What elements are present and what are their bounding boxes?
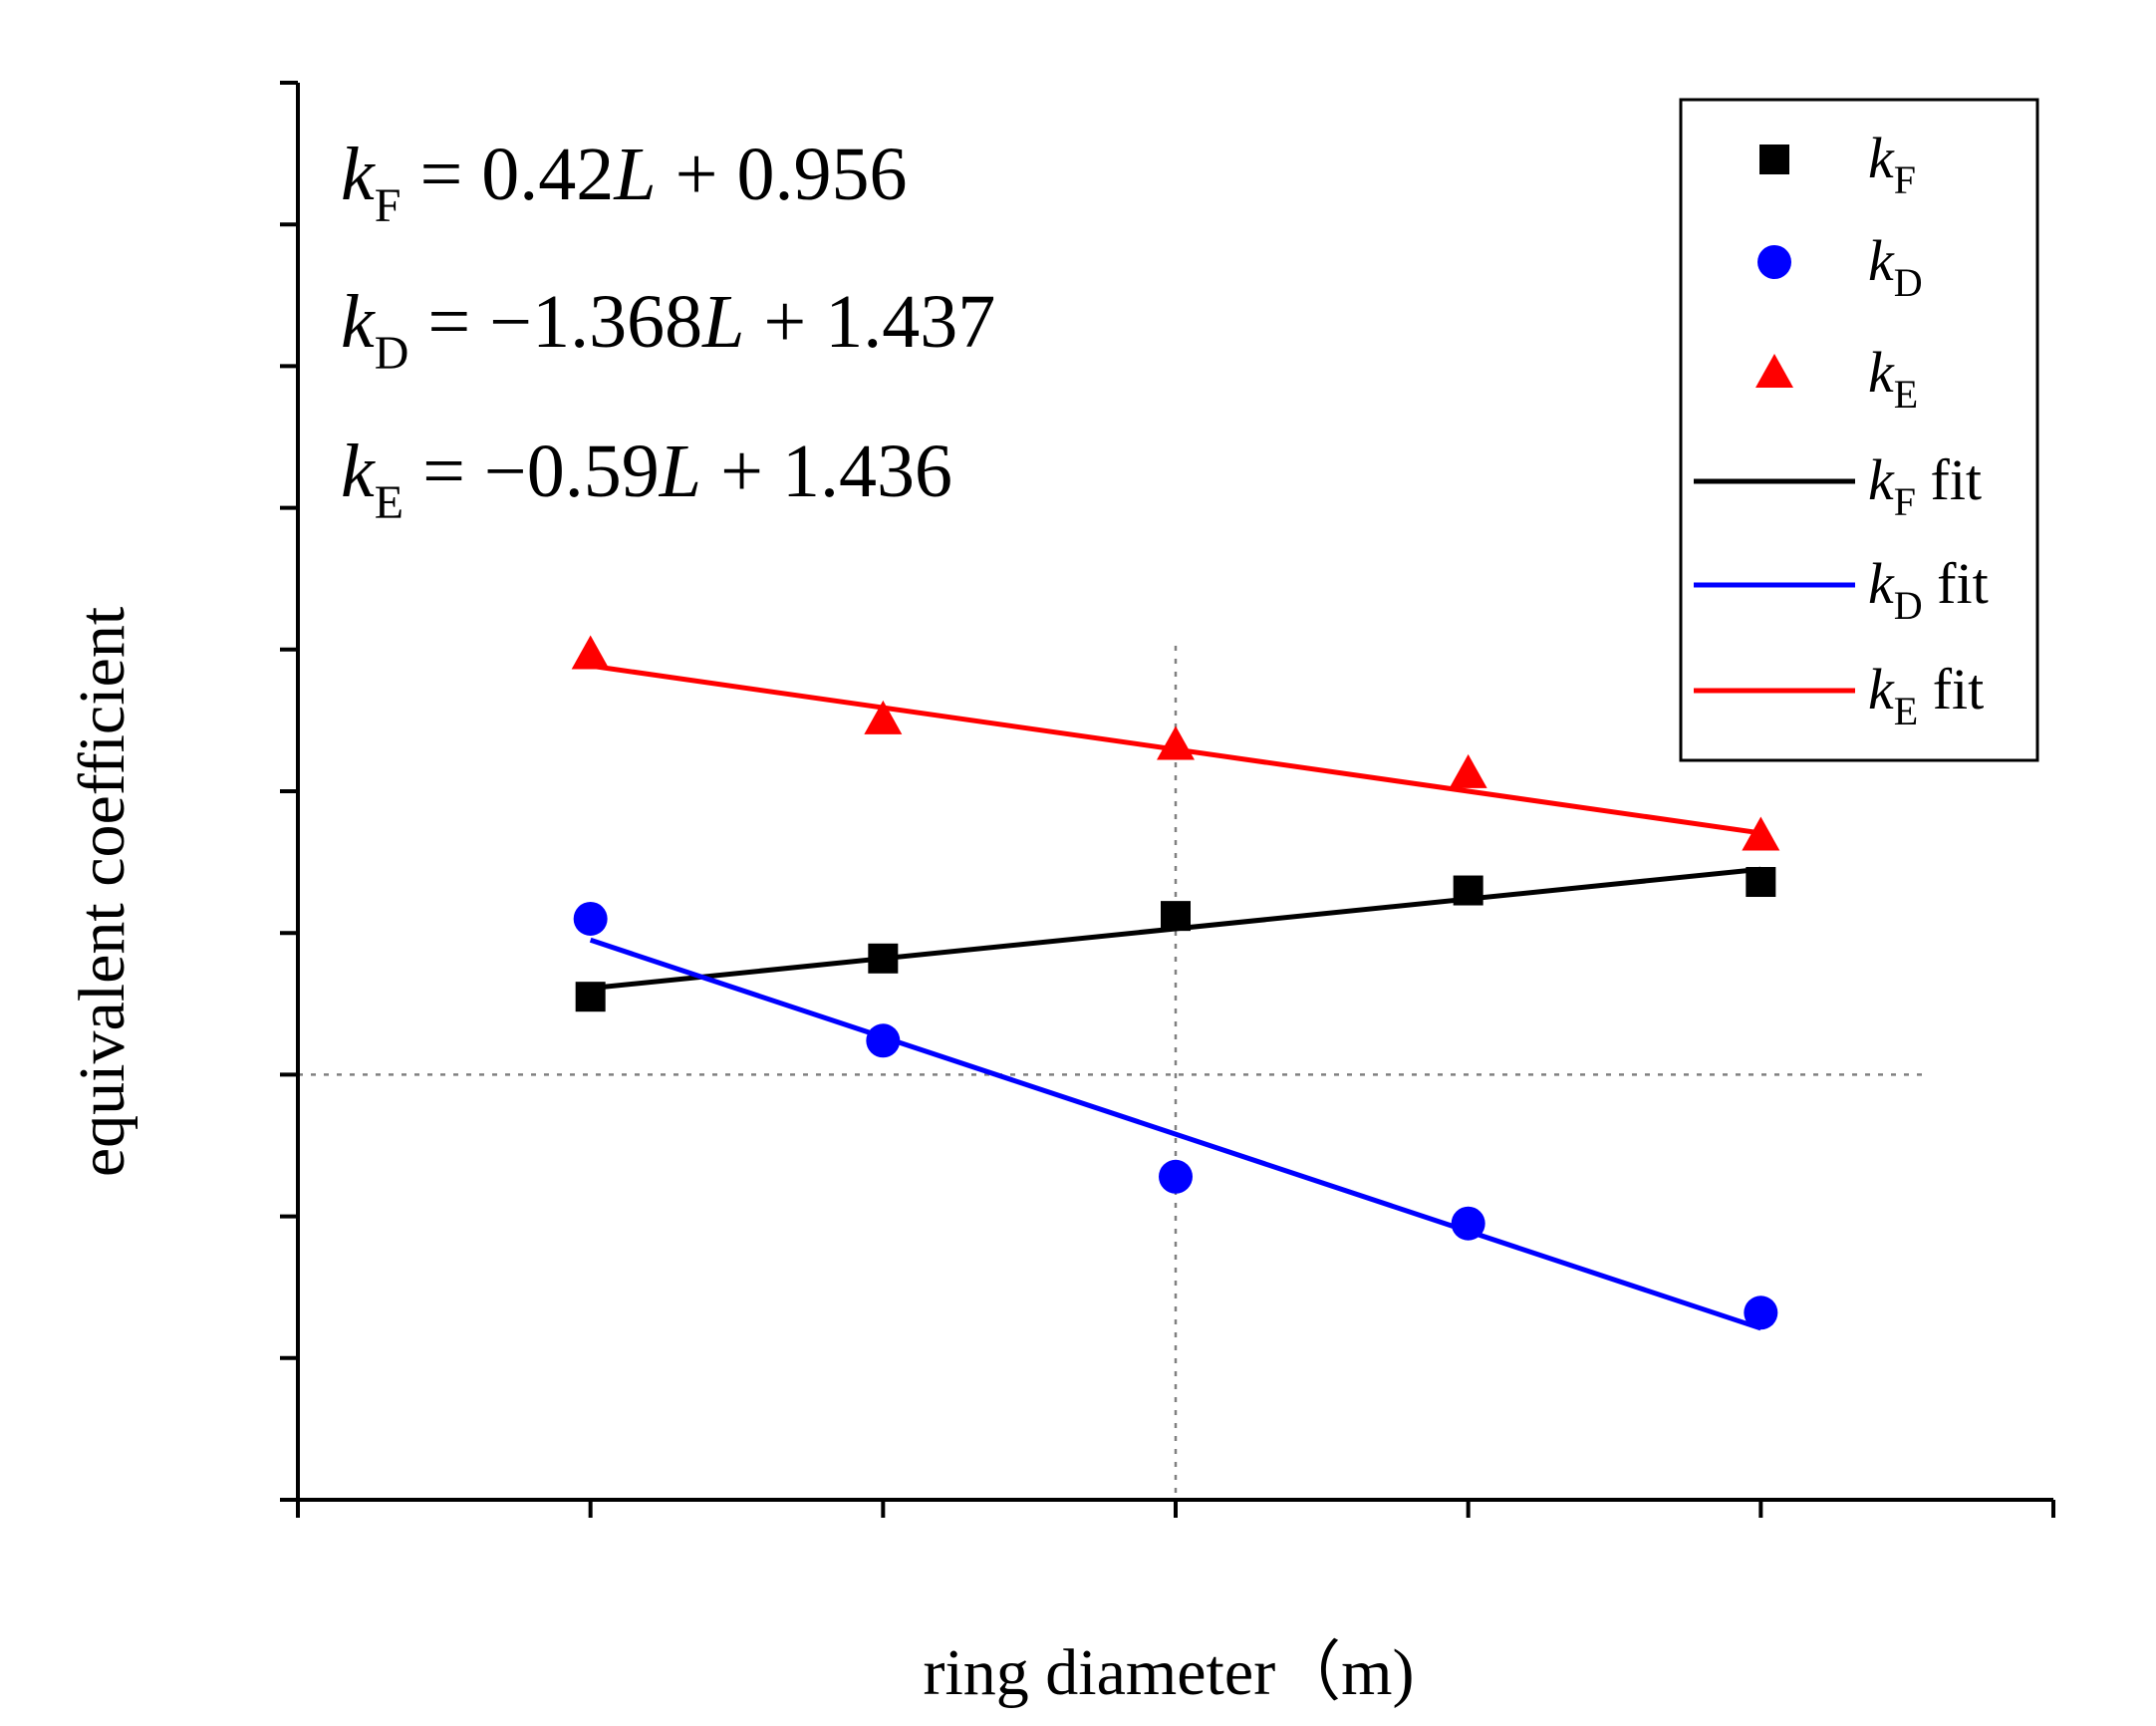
- legend: kF kD kE kF fit kD fit kE fit: [1679, 98, 2039, 762]
- legend-label-4: kD fit: [1868, 551, 1989, 628]
- reference-lines: [298, 646, 1928, 1500]
- legend-label-2: kE: [1868, 340, 1918, 417]
- y-axis-title: equivalent coefficient: [66, 607, 138, 1177]
- point-k-f-4: [1746, 867, 1776, 898]
- point-k-f-1: [868, 943, 899, 974]
- legend-label-5: kE fit: [1868, 657, 1984, 733]
- point-k-f-2: [1161, 901, 1191, 932]
- legend-label-1: kD: [1868, 228, 1923, 305]
- x-axis-title: ring diameter（m): [923, 1636, 1414, 1709]
- point-k-e-3: [1449, 753, 1487, 788]
- point-k-d-1: [866, 1023, 901, 1058]
- point-k-d-3: [1451, 1206, 1485, 1241]
- kF-equation: kF = 0.42L + 0.956: [341, 133, 907, 232]
- legend-box: [1679, 98, 2039, 762]
- point-k-e-2: [1157, 725, 1195, 760]
- point-k-e-4: [1742, 816, 1780, 851]
- point-k-d-4: [1744, 1295, 1778, 1330]
- point-k-f-3: [1453, 875, 1483, 906]
- point-k-e-0: [571, 635, 610, 670]
- fit-line-k-d-fit: [589, 937, 1762, 1331]
- legend-marker-0: [1759, 144, 1789, 174]
- ticks: [280, 81, 2055, 1518]
- legend-marker-1: [1757, 245, 1791, 279]
- legend-label-3: kF fit: [1868, 447, 1982, 524]
- point-k-f-0: [575, 982, 606, 1012]
- legend-label-0: kF: [1868, 126, 1916, 202]
- equations: kF = 0.42L + 0.956 kD = −1.368L + 1.437 kE…: [341, 133, 995, 529]
- kE-equation: kE = −0.59L + 1.436: [341, 430, 952, 529]
- point-k-e-1: [864, 700, 903, 734]
- legend-marker-2: [1755, 354, 1793, 388]
- kD-equation: kD = −1.368L + 1.437: [341, 280, 995, 380]
- point-k-d-0: [573, 901, 608, 936]
- point-k-d-2: [1159, 1159, 1193, 1194]
- data-points: [571, 635, 1780, 1330]
